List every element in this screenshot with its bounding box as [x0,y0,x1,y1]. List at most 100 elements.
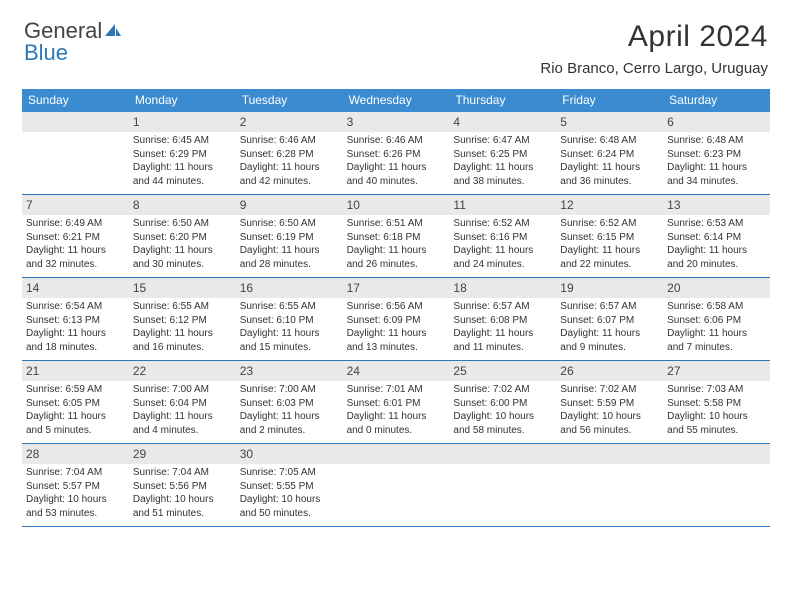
daylight-line2: and 5 minutes. [26,424,125,438]
daylight-line2: and 20 minutes. [667,258,766,272]
sunset-line: Sunset: 6:26 PM [347,148,446,162]
calendar-body: 1 Sunrise: 6:45 AMSunset: 6:29 PMDaylight… [22,112,770,527]
weekday-header: Wednesday [343,89,450,112]
sunrise-line: Sunrise: 6:57 AM [453,300,552,314]
calendar-day: 18Sunrise: 6:57 AMSunset: 6:08 PMDayligh… [449,278,556,360]
daylight-line1: Daylight: 11 hours [347,244,446,258]
day-info: Sunrise: 6:50 AMSunset: 6:20 PMDaylight:… [133,217,232,271]
calendar-day: 30 Sunrise: 7:05 AMSunset: 5:55 PMDayligh… [236,444,343,526]
calendar-week: 28Sunrise: 7:04 AMSunset: 5:57 PMDayligh… [22,444,770,527]
daylight-line2: and 22 minutes. [560,258,659,272]
sunrise-line: Sunrise: 7:05 AM [240,466,339,480]
day-info: Sunrise: 6:57 AMSunset: 6:07 PMDaylight:… [560,300,659,354]
daynum-row: 17 [343,278,450,298]
day-info: Sunrise: 6:45 AMSunset: 6:29 PMDaylight:… [133,134,232,188]
sunset-line: Sunset: 6:18 PM [347,231,446,245]
daylight-line1: Daylight: 11 hours [26,410,125,424]
sunrise-line: Sunrise: 6:54 AM [26,300,125,314]
calendar-day: 14 Sunrise: 6:54 AMSunset: 6:13 PMDayligh… [22,278,129,360]
sunrise-line: Sunrise: 6:47 AM [453,134,552,148]
header: General Blue April 2024 Rio Branco, Cerr… [0,0,792,81]
day-number: 6 [667,115,674,129]
day-number: 7 [26,198,33,212]
sunrise-line: Sunrise: 6:49 AM [26,217,125,231]
daynum-row: 5 [556,112,663,132]
day-number: 23 [240,364,253,378]
location-line: Rio Branco, Cerro Largo, Uruguay [540,60,768,77]
calendar-week: 14 Sunrise: 6:54 AMSunset: 6:13 PMDayligh… [22,278,770,361]
sunset-line: Sunset: 6:20 PM [133,231,232,245]
daylight-line2: and 30 minutes. [133,258,232,272]
weekday-header: Friday [556,89,663,112]
calendar-day: 12Sunrise: 6:52 AMSunset: 6:15 PMDayligh… [556,195,663,277]
day-info: Sunrise: 6:52 AMSunset: 6:15 PMDaylight:… [560,217,659,271]
daylight-line2: and 28 minutes. [240,258,339,272]
calendar-day [449,444,556,526]
daylight-line2: and 51 minutes. [133,507,232,521]
daylight-line1: Daylight: 11 hours [667,244,766,258]
day-number: 26 [560,364,573,378]
day-number: 25 [453,364,466,378]
day-info: Sunrise: 6:54 AMSunset: 6:13 PMDaylight:… [26,300,125,354]
day-number: 14 [26,281,39,295]
day-info: Sunrise: 7:05 AMSunset: 5:55 PMDaylight:… [240,466,339,520]
daynum-row: 7 [22,195,129,215]
sunrise-line: Sunrise: 6:51 AM [347,217,446,231]
sunrise-line: Sunrise: 7:04 AM [26,466,125,480]
daynum-row: 22 [129,361,236,381]
sunrise-line: Sunrise: 6:52 AM [560,217,659,231]
daynum-row: 16 [236,278,343,298]
daynum-row: 27 [663,361,770,381]
sunrise-line: Sunrise: 6:57 AM [560,300,659,314]
day-info: Sunrise: 6:53 AMSunset: 6:14 PMDaylight:… [667,217,766,271]
sunset-line: Sunset: 6:24 PM [560,148,659,162]
daynum-row: 10 [343,195,450,215]
day-info: Sunrise: 7:00 AMSunset: 6:03 PMDaylight:… [240,383,339,437]
calendar-week: 7 Sunrise: 6:49 AMSunset: 6:21 PM Daylight… [22,195,770,278]
brand-sail-icon [104,20,122,42]
daylight-line2: and 9 minutes. [560,341,659,355]
calendar-day: 10 Sunrise: 6:51 AMSunset: 6:18 PMDayligh… [343,195,450,277]
day-info: Sunrise: 6:50 AMSunset: 6:19 PMDaylight:… [240,217,339,271]
daylight-line1: Daylight: 11 hours [667,327,766,341]
daynum-row: 1 [129,112,236,132]
day-number: 4 [453,115,460,129]
sunset-line: Sunset: 6:25 PM [453,148,552,162]
sunrise-line: Sunrise: 6:48 AM [560,134,659,148]
sunset-line: Sunset: 6:29 PM [133,148,232,162]
daylight-line2: and 18 minutes. [26,341,125,355]
day-number: 30 [240,447,253,461]
weekday-header: Tuesday [236,89,343,112]
sunrise-line: Sunrise: 6:50 AM [240,217,339,231]
day-info: Sunrise: 7:04 AMSunset: 5:57 PMDaylight:… [26,466,125,520]
sunrise-line: Sunrise: 6:55 AM [240,300,339,314]
daylight-line1: Daylight: 11 hours [453,244,552,258]
weekday-header: Thursday [449,89,556,112]
sunset-line: Sunset: 6:04 PM [133,397,232,411]
day-info: Sunrise: 6:52 AMSunset: 6:16 PMDaylight:… [453,217,552,271]
day-info: Sunrise: 6:56 AMSunset: 6:09 PMDaylight:… [347,300,446,354]
sunrise-line: Sunrise: 6:53 AM [667,217,766,231]
daynum-row: 26 [556,361,663,381]
weekday-header: Sunday [22,89,129,112]
sunset-line: Sunset: 6:16 PM [453,231,552,245]
sunset-line: Sunset: 6:21 PM [26,231,125,245]
daynum-row: 11 [449,195,556,215]
calendar-day: 24Sunrise: 7:01 AMSunset: 6:01 PMDayligh… [343,361,450,443]
day-info: Sunrise: 7:02 AMSunset: 5:59 PMDaylight:… [560,383,659,437]
day-info: Sunrise: 6:46 AMSunset: 6:28 PMDaylight:… [240,134,339,188]
sunrise-line: Sunrise: 7:04 AM [133,466,232,480]
day-info: Sunrise: 6:55 AMSunset: 6:10 PMDaylight:… [240,300,339,354]
sunrise-line: Sunrise: 6:50 AM [133,217,232,231]
daylight-line1: Daylight: 11 hours [240,410,339,424]
daylight-line2: and 26 minutes. [347,258,446,272]
daylight-line1: Daylight: 10 hours [667,410,766,424]
daylight-line2: and 15 minutes. [240,341,339,355]
daylight-line2: and 36 minutes. [560,175,659,189]
sunrise-line: Sunrise: 7:00 AM [133,383,232,397]
calendar-day: 25Sunrise: 7:02 AMSunset: 6:00 PMDayligh… [449,361,556,443]
calendar-day: 28Sunrise: 7:04 AMSunset: 5:57 PMDayligh… [22,444,129,526]
daylight-line2: and 7 minutes. [667,341,766,355]
daynum-row [663,444,770,464]
day-number: 1 [133,115,140,129]
